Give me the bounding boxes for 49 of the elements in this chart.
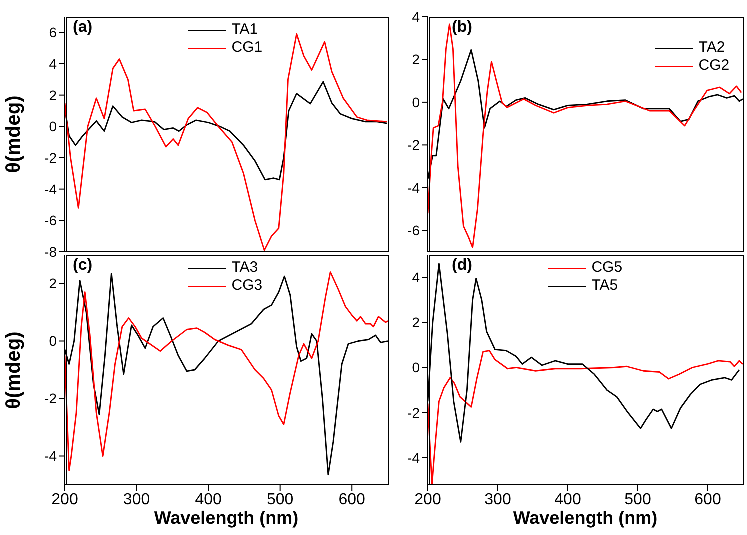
y-tick-label: 4 [412, 270, 420, 286]
y-tick-label: 2 [49, 87, 58, 104]
x-tick-label: 300 [123, 491, 150, 508]
x-tick-label: 400 [554, 491, 582, 508]
y-tick-label: 2 [412, 314, 420, 331]
annotation: (d) [452, 257, 472, 275]
y-tick-label: -2 [408, 137, 420, 154]
y-tick-label: 6 [49, 24, 58, 41]
x-tick-label: 200 [414, 491, 442, 508]
y-tick-label: -6 [44, 212, 58, 229]
legend-label: TA5 [592, 277, 618, 295]
y-tick-label: -4 [408, 450, 420, 466]
y-tick-label: 2 [49, 276, 58, 292]
annotation: (a) [73, 19, 93, 37]
y-tick-label: -4 [44, 181, 58, 198]
y-tick-label: 4 [412, 8, 420, 25]
y-tick-label: 2 [412, 52, 420, 68]
y-tick-label: -4 [44, 448, 58, 464]
y-tick-label: 0 [49, 333, 58, 350]
legend-label: CG3 [232, 277, 263, 295]
y-tick-label: 4 [49, 56, 58, 72]
y-tick-label: -4 [408, 180, 420, 196]
y-tick-label: -2 [44, 150, 58, 166]
x-axis-title: Wavelength (nm) [513, 508, 658, 528]
legend-label: TA2 [698, 39, 726, 57]
annotation: (b) [452, 19, 472, 37]
legend-label: CG1 [232, 39, 263, 57]
legend-label: CG5 [592, 259, 623, 277]
y-tick-label: -2 [408, 404, 420, 421]
y-tick-label: -6 [408, 222, 420, 239]
y-tick-label: 0 [49, 118, 58, 135]
legend-label: TA1 [232, 21, 258, 39]
x-tick-label: 400 [195, 491, 222, 508]
y-axis-title: θ(mdeg) [4, 96, 26, 174]
annotation: (c) [73, 257, 93, 275]
x-tick-label: 200 [52, 491, 78, 508]
x-tick-label: 600 [694, 491, 722, 508]
y-tick-label: 0 [412, 360, 420, 376]
y-tick-label: -2 [44, 390, 58, 407]
x-axis-title: Wavelength (nm) [154, 508, 299, 528]
y-tick-label: -8 [44, 244, 58, 260]
x-tick-label: 300 [484, 491, 512, 508]
legend-label: CG2 [698, 57, 730, 75]
y-axis-title: θ(mdeg) [4, 331, 26, 409]
x-tick-label: 500 [266, 491, 294, 508]
legend-label: TA3 [232, 259, 258, 277]
x-tick-label: 500 [624, 491, 652, 508]
y-tick-label: 0 [412, 94, 420, 110]
x-tick-label: 600 [338, 491, 366, 508]
